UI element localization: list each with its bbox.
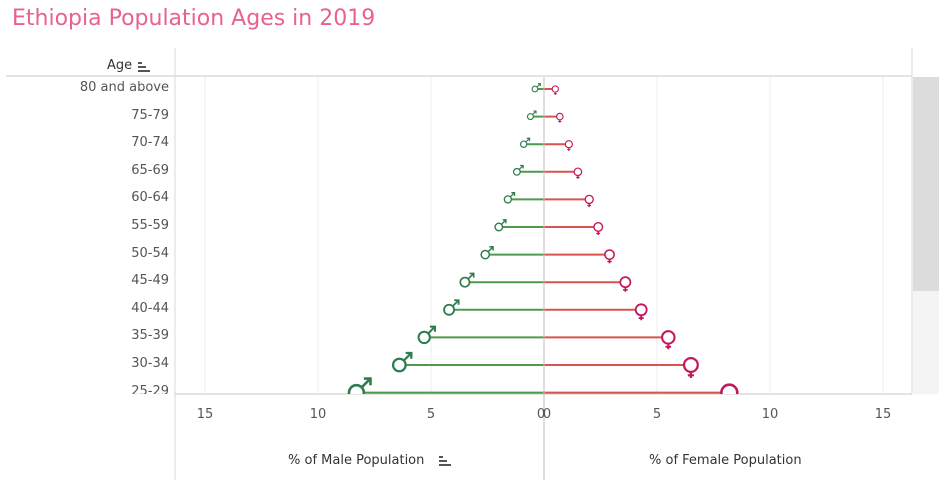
category-label: 45-49 xyxy=(131,273,169,289)
category-label: 40-44 xyxy=(131,300,169,316)
male-symbol-icon xyxy=(480,246,494,260)
male-symbol-icon xyxy=(391,351,413,373)
age-row xyxy=(503,192,594,208)
category-label: 50-54 xyxy=(131,245,169,261)
female-symbol-icon xyxy=(634,303,648,321)
age-row xyxy=(480,246,615,264)
age-row xyxy=(443,299,648,321)
age-row xyxy=(494,219,604,236)
category-label: 25-29 xyxy=(131,383,169,394)
x-tick-label: 10 xyxy=(309,407,327,422)
female-symbol-icon xyxy=(682,357,699,379)
age-row xyxy=(526,110,564,123)
category-label: 80 and above xyxy=(79,80,169,95)
male-axis-title: % of Male Population xyxy=(288,453,425,468)
scrollbar-thumb[interactable] xyxy=(913,77,939,291)
sort-icon[interactable] xyxy=(138,62,150,74)
female-axis-title: % of Female Population xyxy=(649,453,802,468)
x-tick-label: 15 xyxy=(874,407,892,422)
age-row xyxy=(391,351,699,379)
male-symbol-icon xyxy=(531,83,541,93)
female-symbol-icon xyxy=(584,194,594,208)
x-tick-label: 5 xyxy=(652,407,662,422)
female-symbol-icon xyxy=(556,112,564,123)
axis-sort-icon[interactable] xyxy=(439,456,451,468)
category-label: 55-59 xyxy=(131,218,169,233)
category-label: 65-69 xyxy=(131,162,169,178)
male-symbol-icon xyxy=(526,110,537,121)
female-symbol-icon xyxy=(661,330,676,350)
male-symbol-icon xyxy=(503,192,516,204)
male-symbol-icon xyxy=(519,137,531,148)
x-tick-label: 5 xyxy=(426,407,436,422)
male-symbol-icon xyxy=(459,272,475,288)
male-symbol-icon xyxy=(512,164,524,176)
age-row xyxy=(519,137,573,151)
category-label: 35-39 xyxy=(131,328,169,344)
female-symbol-icon xyxy=(619,276,632,292)
row-header-age: Age xyxy=(107,58,133,73)
male-symbol-icon xyxy=(417,325,436,345)
age-row xyxy=(417,325,676,350)
female-symbol-icon xyxy=(573,167,583,179)
age-row xyxy=(459,272,632,292)
category-label: 75-79 xyxy=(131,107,169,123)
female-symbol-icon xyxy=(551,85,559,95)
category-label: 70-74 xyxy=(131,135,169,151)
female-symbol-icon xyxy=(720,383,739,394)
category-label: 30-34 xyxy=(131,356,169,371)
category-label: 60-64 xyxy=(131,190,169,206)
male-symbol-icon xyxy=(443,299,460,316)
female-symbol-icon xyxy=(604,249,615,264)
age-row xyxy=(512,164,583,179)
chart-title: Ethiopia Population Ages in 2019 xyxy=(12,6,376,31)
x-tick-label: 0 xyxy=(536,407,546,422)
x-tick-label: 15 xyxy=(196,407,214,422)
female-symbol-icon xyxy=(564,140,573,151)
x-tick-label: 0 xyxy=(542,407,552,422)
male-symbol-icon xyxy=(347,377,372,394)
x-tick-label: 10 xyxy=(761,407,779,422)
male-symbol-icon xyxy=(494,219,507,232)
female-symbol-icon xyxy=(593,222,604,236)
age-row xyxy=(531,83,559,95)
age-row xyxy=(347,377,739,394)
